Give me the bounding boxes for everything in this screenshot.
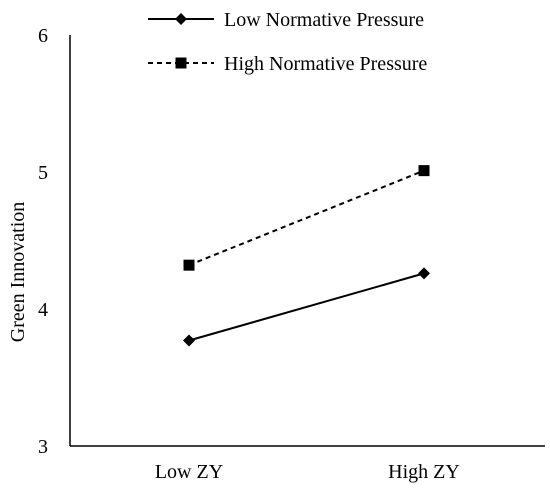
legend-item: High Normative Pressure (148, 53, 427, 75)
x-axis: Low ZY High ZY (70, 445, 545, 483)
x-category-label: High ZY (388, 461, 460, 483)
legend-label: Low Normative Pressure (224, 9, 424, 31)
y-tick-label: 3 (38, 436, 48, 458)
series-line (188, 169, 425, 267)
data-point (183, 334, 195, 347)
legend-label: High Normative Pressure (224, 53, 427, 75)
y-tick-label: 5 (38, 162, 48, 184)
y-tick-label: 6 (38, 25, 48, 47)
legend-item: Low Normative Pressure (148, 9, 424, 31)
data-point (418, 165, 430, 177)
y-tick-label: 4 (38, 299, 48, 321)
legend: Low Normative Pressure High Normative Pre… (148, 9, 427, 75)
series-line (188, 272, 425, 342)
data-point (183, 259, 195, 271)
x-category-label: Low ZY (155, 461, 223, 483)
legend-marker (175, 13, 187, 25)
series-layer (183, 165, 430, 347)
legend-marker (175, 57, 187, 69)
y-axis-title: Green Innovation (7, 202, 29, 343)
series-low-normative-pressure (183, 267, 430, 347)
series-high-normative-pressure (183, 165, 430, 271)
y-axis: 3 4 5 6 (38, 25, 71, 458)
data-point (418, 267, 430, 280)
